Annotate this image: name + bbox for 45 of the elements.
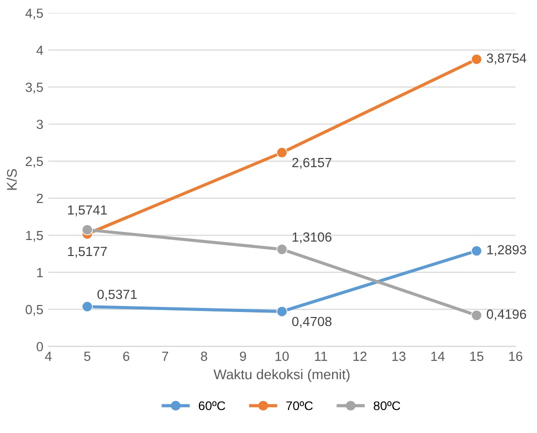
data-label: 0,4708 <box>292 316 332 328</box>
y-tick-label: 2,5 <box>26 156 43 168</box>
y-axis-title: K/S <box>6 169 17 190</box>
x-tick-label: 13 <box>392 352 406 361</box>
y-tick-label: 0,5 <box>26 304 43 316</box>
x-tick-label: 5 <box>84 352 90 361</box>
data-label: 1,3106 <box>292 232 332 244</box>
x-tick-label: 12 <box>353 352 366 361</box>
legend-label: 80ºC <box>374 401 400 410</box>
x-axis-title: Waktu dekoksi (menit) <box>214 369 350 382</box>
x-tick-label: 9 <box>240 352 246 361</box>
y-tick-label: 3,5 <box>26 82 43 94</box>
point <box>471 310 482 321</box>
data-label: 0,4196 <box>486 310 526 320</box>
x-tick-label: 7 <box>162 352 168 361</box>
point <box>471 54 482 65</box>
data-label: 1,2893 <box>487 245 526 256</box>
x-tick-label: 8 <box>200 352 208 361</box>
data-label: 2,6157 <box>292 158 332 169</box>
y-tick-label: 1 <box>37 268 43 278</box>
point <box>276 147 288 158</box>
point <box>82 301 93 312</box>
x-tick-label: 10 <box>276 352 289 361</box>
y-tick-label: 1,5 <box>26 230 43 242</box>
point <box>276 306 288 318</box>
legend-label: 60ºC <box>198 401 226 410</box>
y-tick-label: 0 <box>36 342 43 352</box>
data-label: 1,5177 <box>68 246 107 258</box>
y-tick-label: 4 <box>36 46 44 55</box>
x-tick-label: 16 <box>509 352 522 361</box>
data-label: 0,5371 <box>98 290 137 301</box>
data-label: 3,8754 <box>486 53 526 64</box>
x-tick-label: 14 <box>431 352 445 361</box>
point <box>82 224 93 236</box>
point <box>471 245 482 256</box>
x-tick-label: 11 <box>315 352 328 361</box>
y-tick-label: 2 <box>36 194 43 203</box>
x-tick-label: 4 <box>44 352 52 361</box>
legend-label: 70ºC <box>286 401 313 410</box>
data-label: 1,5741 <box>68 205 107 216</box>
point <box>276 244 288 255</box>
y-tick-label: 3 <box>36 120 43 130</box>
x-tick-label: 15 <box>470 352 484 361</box>
x-tick-label: 6 <box>123 352 130 361</box>
y-tick-label: 4,5 <box>25 8 43 20</box>
